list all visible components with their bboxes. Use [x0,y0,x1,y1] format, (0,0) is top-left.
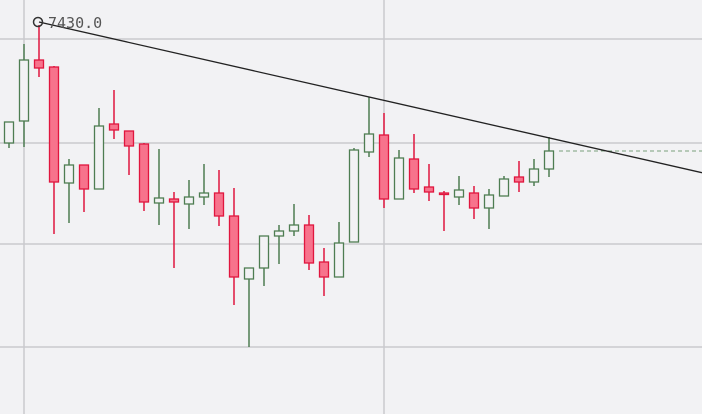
candle-down [318,248,330,296]
candle-up [273,225,285,264]
candle-up [183,180,195,229]
candle-body [123,130,135,147]
candle-down [423,164,435,201]
candle-body [408,158,420,190]
candle-body [333,242,345,278]
candle-body [93,125,105,190]
candle-body [243,267,255,280]
candle-body [138,143,150,203]
candle-down [228,188,240,305]
candle-body [33,59,45,69]
candle-body [108,123,120,131]
candle-down [123,130,135,175]
candle-down [78,164,90,212]
candle-body [498,178,510,197]
overlays [38,21,702,174]
candle-up [243,267,255,347]
candle-body [453,189,465,198]
candle-body [513,176,525,183]
candle-body [63,164,75,184]
candle-up [18,44,30,147]
candle-up [498,176,510,197]
candle-down [303,215,315,270]
candle-body [483,194,495,209]
candle-up [3,121,15,148]
candle-up [363,97,375,157]
candle-down [48,66,60,234]
candle-body [363,133,375,153]
candle-body [348,149,360,243]
candle-up [63,159,75,223]
candle-down [33,25,45,77]
candle-body [468,192,480,209]
candle-down [168,192,180,268]
candle-body [273,230,285,237]
candle-down [378,113,390,208]
candle-body [198,192,210,198]
candle-down [438,191,450,231]
candle-body [528,168,540,183]
candle-up [288,204,300,236]
candle-body [378,134,390,200]
candle-body [438,192,450,196]
candle-down [138,143,150,211]
candle-down [468,186,480,219]
candle-up [453,176,465,205]
candle-up [483,189,495,229]
candle-body [288,224,300,232]
candle-body [213,192,225,217]
candle-body [18,59,30,122]
candle-down [513,161,525,192]
candle-up [393,150,405,200]
candle-body [228,215,240,278]
candle-up [543,137,555,177]
candles [3,25,555,347]
candle-up [528,159,540,186]
candle-body [153,197,165,204]
candle-body [318,261,330,278]
candle-body [3,121,15,144]
candle-down [213,170,225,226]
candle-body [48,66,60,183]
candle-up [153,149,165,225]
candle-body [543,150,555,170]
candle-up [258,235,270,286]
candle-body [393,157,405,200]
candle-up [198,164,210,205]
candle-down [408,134,420,193]
trendline [38,21,702,174]
candle-body [423,186,435,193]
candle-body [168,198,180,203]
candle-body [303,224,315,264]
candle-down [108,90,120,139]
candle-up [333,222,345,278]
price-annotation: 7430.0 [48,14,102,32]
candle-body [78,164,90,190]
candle-body [183,196,195,205]
candle-up [93,108,105,190]
candle-up [348,148,360,243]
candle-body [258,235,270,269]
trendline-anchor-handle[interactable] [32,16,44,28]
